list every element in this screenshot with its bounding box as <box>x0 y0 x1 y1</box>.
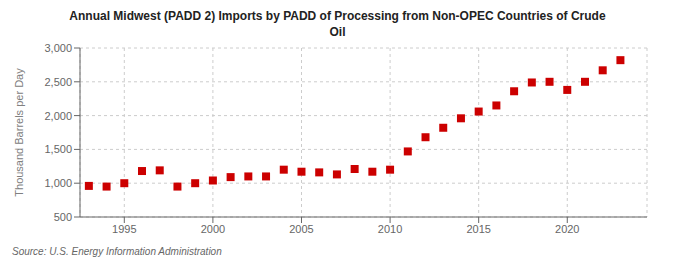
svg-text:2005: 2005 <box>289 223 313 235</box>
svg-text:1,000: 1,000 <box>44 177 72 189</box>
svg-text:500: 500 <box>54 211 72 223</box>
svg-text:2020: 2020 <box>555 223 579 235</box>
html-text:Source: U.S. Energy Informatio: Source: U.S. Energy Information Administ… <box>12 246 222 257</box>
svg-text:2,000: 2,000 <box>44 110 72 122</box>
svg-text:Thousand Barrels per Day: Thousand Barrels per Day <box>13 68 25 197</box>
svg-text:2,500: 2,500 <box>44 76 72 88</box>
svg-text:2015: 2015 <box>466 223 490 235</box>
svg-text:1995: 1995 <box>112 223 136 235</box>
svg-text:2000: 2000 <box>201 223 225 235</box>
html-text:Annual Midwest (PADD 2) Import: Annual Midwest (PADD 2) Imports by PADD … <box>69 9 606 39</box>
svg-text:3,000: 3,000 <box>44 42 72 54</box>
svg-text:2010: 2010 <box>378 223 402 235</box>
svg-text:1,500: 1,500 <box>44 143 72 155</box>
